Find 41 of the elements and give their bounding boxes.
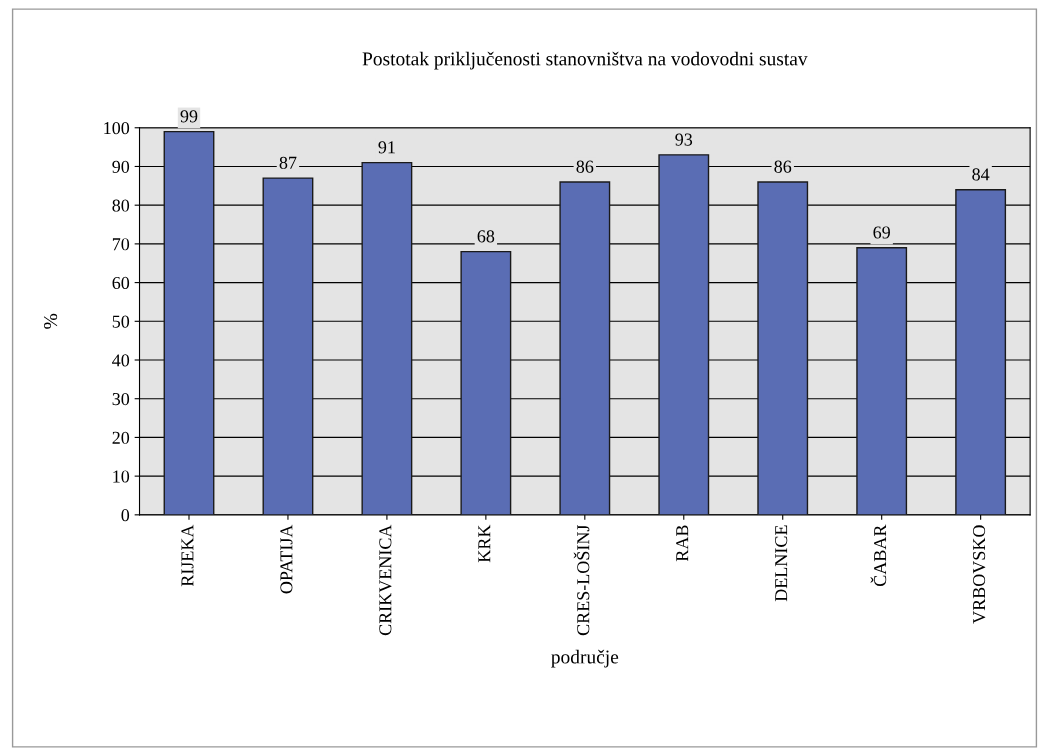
y-tick-label: 60 bbox=[112, 276, 130, 290]
bar bbox=[262, 177, 314, 515]
x-tick-label: DELNICE bbox=[775, 525, 788, 602]
bar bbox=[460, 250, 512, 515]
y-tick-label: 50 bbox=[112, 315, 130, 328]
data-label: 86 bbox=[576, 160, 594, 173]
x-tick-label: KRK bbox=[478, 524, 491, 563]
data-label: 86 bbox=[774, 160, 792, 173]
x-tick-label: CRIKVENICA bbox=[379, 524, 392, 636]
bar bbox=[658, 154, 710, 515]
bar bbox=[361, 161, 413, 515]
y-tick-label: 10 bbox=[113, 470, 130, 483]
y-axis-title: % bbox=[43, 313, 58, 329]
x-tick-label: OPATIJA bbox=[280, 524, 293, 594]
data-label: 91 bbox=[378, 141, 395, 154]
x-tick-label: RAB bbox=[676, 525, 689, 562]
y-tick-label: 80 bbox=[112, 199, 130, 212]
x-axis-title: područje bbox=[551, 649, 619, 668]
bar bbox=[757, 181, 809, 515]
y-tick-label: 100 bbox=[104, 122, 130, 135]
y-tick-label: 30 bbox=[112, 392, 130, 406]
bar bbox=[955, 189, 1007, 515]
chart-title: Postotak priključenosti stanovništva na vodovodni sustav bbox=[362, 51, 808, 70]
y-tick-label: 40 bbox=[112, 354, 130, 367]
data-label: 93 bbox=[675, 133, 693, 146]
bar bbox=[163, 130, 215, 515]
x-tick-label: CRES-LOŠINJ bbox=[573, 524, 590, 636]
bar bbox=[856, 247, 908, 515]
x-tick-label: RIJEKA bbox=[181, 524, 194, 587]
data-label: 87 bbox=[279, 156, 297, 169]
x-tick-label: ČABAR bbox=[870, 524, 887, 587]
bar bbox=[559, 181, 611, 515]
data-label: 69 bbox=[873, 226, 890, 239]
y-tick-label: 70 bbox=[112, 238, 130, 251]
y-tick-label: 0 bbox=[121, 509, 130, 522]
y-tick-label: 90 bbox=[112, 160, 130, 173]
data-label: 68 bbox=[477, 230, 495, 243]
data-label: 84 bbox=[972, 168, 990, 181]
y-tick-label: 20 bbox=[112, 431, 130, 444]
data-label: 99 bbox=[180, 110, 198, 123]
x-tick-label: VRBOVSKO bbox=[973, 525, 986, 624]
